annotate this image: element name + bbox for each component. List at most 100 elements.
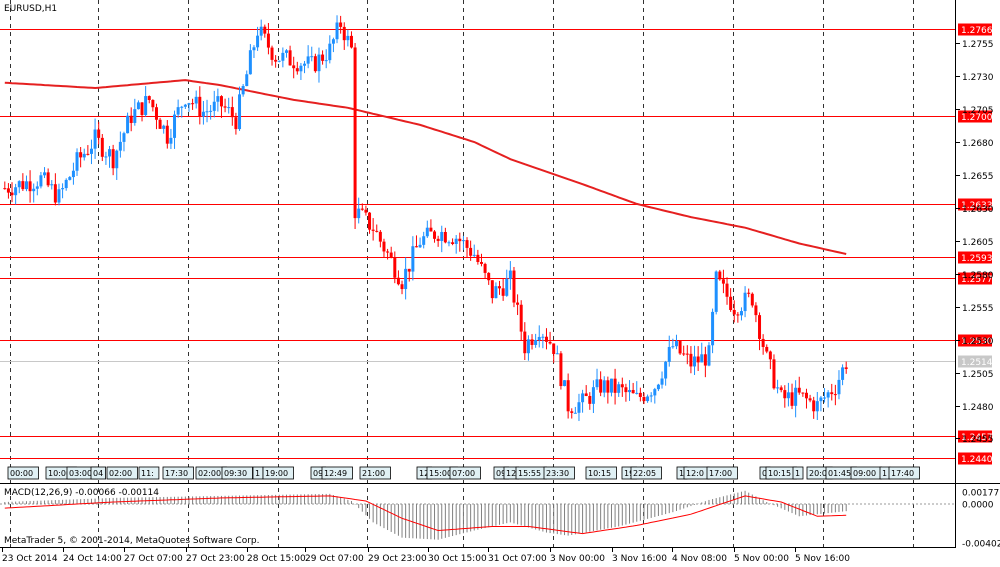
candle-body-223	[808, 398, 812, 401]
candle-body-98	[357, 208, 361, 219]
candle-body-74	[270, 47, 274, 60]
candle-body-189	[685, 353, 689, 355]
time-box-29	[792, 466, 804, 480]
candle-body-122	[443, 231, 447, 243]
candle-body-42	[154, 107, 158, 120]
candle-body-199	[721, 279, 725, 284]
candle-body-130	[472, 254, 476, 256]
level-tag-2	[958, 198, 992, 211]
candle-body-32	[118, 141, 122, 151]
candle-body-202	[732, 309, 736, 315]
candle-body-208	[754, 305, 758, 316]
candles	[3, 15, 848, 422]
candle-body-39	[144, 96, 148, 116]
candle-body-57	[209, 110, 213, 112]
candle-body-9	[35, 186, 39, 189]
candle-body-162	[588, 395, 592, 404]
candle-body-148	[537, 336, 541, 341]
price-tick-11: 1.2480	[962, 403, 994, 413]
macd-tick-2: -0.00402	[962, 540, 1000, 550]
candle-body-198	[718, 271, 722, 280]
candle-body-155	[563, 380, 567, 387]
time-tick-12: 5 Nov 00:00	[734, 554, 789, 564]
candle-body-128	[465, 240, 469, 248]
candle-body-144	[523, 331, 527, 354]
candle-body-118	[429, 227, 433, 232]
candle-body-18	[68, 177, 72, 180]
candle-body-218	[790, 392, 794, 406]
candle-body-153	[555, 353, 559, 355]
time-box-label-6: 17:30	[165, 469, 188, 478]
candle-body-64	[234, 117, 238, 130]
candle-body-166	[602, 380, 606, 393]
candle-body-60	[219, 96, 223, 107]
time-box-label-31: 01:45	[828, 469, 851, 478]
candle-body-173	[628, 389, 632, 393]
candle-body-1	[6, 188, 10, 193]
time-box-10	[262, 466, 294, 480]
candle-body-17	[64, 179, 68, 189]
candle-body-154	[559, 353, 563, 387]
candle-body-156	[566, 380, 570, 412]
candle-body-22	[82, 153, 86, 158]
time-tick-6: 29 Oct 23:00	[368, 554, 427, 564]
time-box-label-9: 1	[255, 469, 260, 478]
candle-body-214	[776, 387, 780, 389]
time-box-20	[543, 466, 575, 480]
candle-body-175	[635, 392, 639, 394]
candle-body-178	[646, 396, 650, 402]
candle-body-104	[378, 231, 382, 242]
candle-body-35	[129, 115, 133, 123]
candle-body-61	[223, 106, 227, 108]
candle-body-229	[830, 392, 834, 395]
candle-body-81	[295, 68, 299, 72]
candle-body-16	[61, 188, 65, 190]
candle-body-126	[458, 238, 462, 242]
candle-body-160	[581, 393, 585, 403]
candle-body-196	[711, 311, 715, 346]
level-label-7: 1.2440	[961, 455, 993, 465]
candle-body-182	[660, 378, 664, 385]
candle-body-29	[108, 149, 112, 157]
horizontal-levels[interactable]: 1.2766 1.2700 1.2633 1.2593 1.2577 1.2530 1.24…	[0, 23, 993, 466]
candle-body-50	[183, 104, 187, 107]
candle-body-47	[173, 114, 177, 138]
candle-body-12	[46, 172, 50, 186]
candle-body-206	[747, 292, 751, 294]
copyright-text: MetaTrader 5, © 2001-2014, MetaQuotes So…	[4, 536, 260, 546]
candle-body-150	[544, 336, 548, 342]
candle-body-233	[844, 367, 848, 369]
time-box-label-8: 09:30	[224, 469, 247, 478]
candle-body-14	[53, 184, 57, 203]
candle-body-73	[266, 33, 270, 48]
candle-body-142	[516, 302, 520, 305]
candle-body-209	[758, 315, 762, 339]
time-box-label-28: 10:15	[768, 469, 791, 478]
candle-body-158	[573, 412, 577, 414]
time-box-21	[585, 466, 617, 480]
candle-body-151	[548, 341, 552, 344]
candle-body-201	[729, 296, 733, 310]
price-tick-4: 1.2655	[962, 172, 994, 182]
candle-body-95	[346, 35, 350, 41]
candle-body-27	[100, 137, 104, 157]
candle-body-44	[162, 125, 166, 129]
candle-body-8	[32, 188, 36, 192]
candle-body-149	[541, 336, 545, 338]
candle-body-113	[411, 246, 415, 272]
candle-body-143	[519, 304, 523, 332]
level-label-0: 1.2766	[961, 26, 993, 36]
candle-body-179	[649, 395, 653, 397]
chart-grid	[10, 0, 914, 547]
candle-body-33	[122, 133, 126, 142]
time-box-label-22: 19	[624, 469, 634, 478]
level-label-3: 1.2593	[961, 254, 993, 264]
candle-body-109	[396, 277, 400, 285]
candle-body-66	[241, 86, 245, 95]
candle-body-219	[794, 387, 798, 406]
candle-body-102	[371, 229, 375, 231]
time-box-26	[706, 466, 738, 480]
candle-body-172	[624, 387, 628, 393]
